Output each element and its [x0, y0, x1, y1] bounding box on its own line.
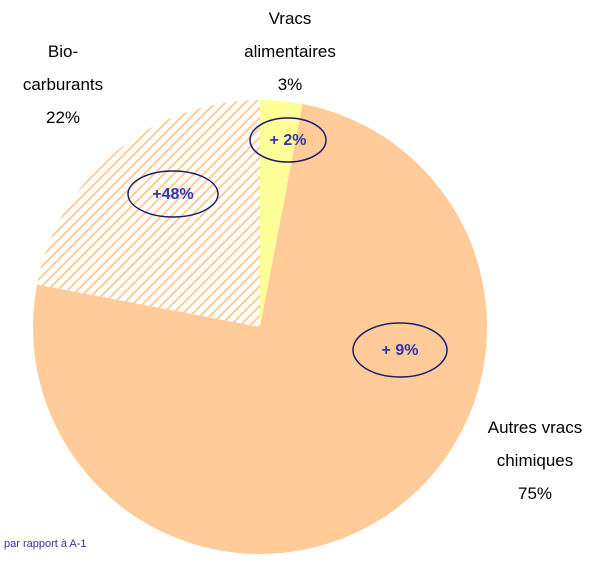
slice-label: Bio-carburants 22%	[18, 35, 108, 134]
value-label: 22%	[45, 108, 81, 127]
annotation: + 2%	[270, 132, 307, 149]
footnote: par rapport à A-1	[4, 538, 87, 550]
annotation-ellipse	[352, 322, 448, 378]
category-label: Bio-carburants	[22, 42, 104, 94]
value-label: 75%	[517, 484, 553, 503]
category-label: Vracs alimentaires	[244, 9, 336, 61]
pie-slice	[32, 104, 487, 554]
annotation: + 9%	[382, 342, 419, 359]
category-label: Autres vracs chimiques	[487, 418, 583, 470]
annotation: +48%	[152, 186, 193, 203]
slice-label: Vracs alimentaires 3%	[240, 2, 340, 101]
annotation-ellipse	[127, 170, 219, 218]
pie-slice	[260, 100, 303, 327]
value-label: 3%	[277, 75, 303, 94]
annotation-ellipse	[249, 117, 327, 163]
slice-label: Autres vracs chimiques 75%	[480, 411, 590, 510]
